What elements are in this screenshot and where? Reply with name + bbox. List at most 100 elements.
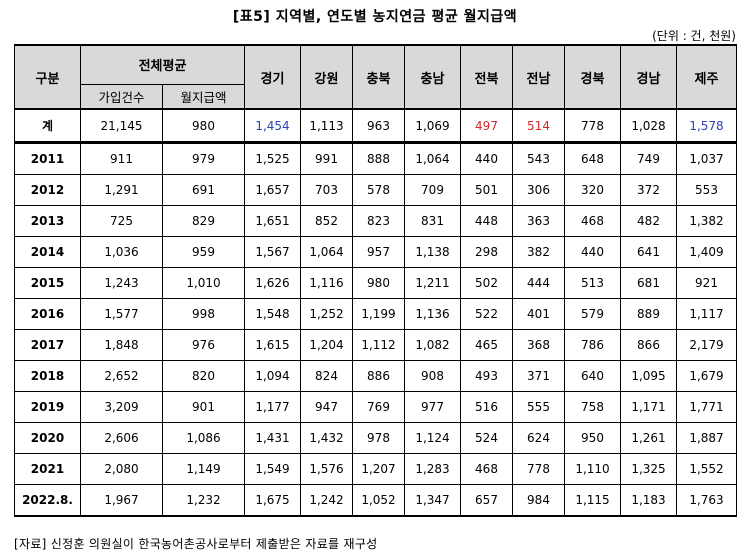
table-cell: 368 [512, 329, 565, 361]
table-cell: 1,626 [244, 267, 301, 299]
table-cell: 1,115 [564, 484, 621, 517]
table-cell: 1,171 [620, 391, 677, 423]
table-cell: 1,095 [620, 360, 677, 392]
year-cell: 2017 [14, 329, 81, 361]
header-region: 경남 [620, 44, 677, 110]
table-cell: 681 [620, 267, 677, 299]
table-cell: 1,232 [162, 484, 245, 517]
table-cell: 3,209 [80, 391, 163, 423]
table-cell: 1,679 [676, 360, 737, 392]
table-cell: 1,675 [244, 484, 301, 517]
table-cell: 1,138 [404, 236, 461, 268]
table-cell: 991 [300, 142, 353, 175]
table-cell: 911 [80, 142, 163, 175]
table-cell: 553 [676, 174, 737, 206]
table-cell: 468 [460, 453, 513, 485]
table-cell: 371 [512, 360, 565, 392]
table-cell: 820 [162, 360, 245, 392]
table-row: 2011 911 979 1,525 991 888 1,064 440 543 648 749 1,… [14, 142, 737, 175]
table-cell: 786 [564, 329, 621, 361]
table-cell: 1,010 [162, 267, 245, 299]
unit-label: (단위 : 건, 천원) [652, 29, 736, 43]
table-cell: 852 [300, 205, 353, 237]
table-cell: 957 [352, 236, 405, 268]
table-cell: 1,064 [300, 236, 353, 268]
table-cell: 513 [564, 267, 621, 299]
table-cell: 2,606 [80, 422, 163, 454]
table-cell: 2,080 [80, 453, 163, 485]
table-cell: 579 [564, 298, 621, 330]
table-title: [표5] 지역별, 연도별 농지연금 평균 월지급액 [232, 9, 518, 25]
header-region: 강원 [300, 44, 353, 110]
table-cell: 1,086 [162, 422, 245, 454]
header-region: 충북 [352, 44, 405, 110]
table-cell: 1,136 [404, 298, 461, 330]
table-cell: 522 [460, 298, 513, 330]
header-region: 경기 [244, 44, 301, 110]
table-cell: 1,651 [244, 205, 301, 237]
table-cell: 1,037 [676, 142, 737, 175]
table-cell: 372 [620, 174, 677, 206]
table-cell: 363 [512, 205, 565, 237]
table-cell: 950 [564, 422, 621, 454]
table-cell: 1,657 [244, 174, 301, 206]
table-cell: 306 [512, 174, 565, 206]
header-category: 구분 [14, 44, 81, 110]
table-cell: 1,615 [244, 329, 301, 361]
table-cell: 1,887 [676, 422, 737, 454]
year-cell: 2015 [14, 267, 81, 299]
table-cell: 1,432 [300, 422, 353, 454]
year-cell: 2020 [14, 422, 81, 454]
table-cell: 1,261 [620, 422, 677, 454]
table-cell: 2,652 [80, 360, 163, 392]
year-cell: 2011 [14, 142, 81, 175]
header-region: 전남 [512, 44, 565, 110]
table-cell: 1,291 [80, 174, 163, 206]
table-cell: 1,036 [80, 236, 163, 268]
table-cell: 1,177 [244, 391, 301, 423]
table-cell: 501 [460, 174, 513, 206]
table-cell: 976 [162, 329, 245, 361]
table-cell: 514 [512, 108, 565, 144]
year-cell: 2013 [14, 205, 81, 237]
table-cell: 624 [512, 422, 565, 454]
table-cell: 1,567 [244, 236, 301, 268]
table-cell: 401 [512, 298, 565, 330]
table-row: 2020 2,606 1,086 1,431 1,432 978 1,124 524 624 95… [14, 422, 737, 454]
table-cell: 1,967 [80, 484, 163, 517]
table-cell: 980 [352, 267, 405, 299]
header-group: 전체평균 [80, 44, 245, 85]
table-cell: 1,763 [676, 484, 737, 517]
table-cell: 497 [460, 108, 513, 144]
table-cell: 889 [620, 298, 677, 330]
table-cell: 901 [162, 391, 245, 423]
table-cell: 1,552 [676, 453, 737, 485]
table-cell: 977 [404, 391, 461, 423]
table-cell: 1,325 [620, 453, 677, 485]
table-cell: 725 [80, 205, 163, 237]
table-cell: 778 [512, 453, 565, 485]
table-cell: 516 [460, 391, 513, 423]
header-sub-column: 가입건수 [80, 83, 163, 110]
table-cell: 959 [162, 236, 245, 268]
table-cell: 1,409 [676, 236, 737, 268]
table-cell: 1,116 [300, 267, 353, 299]
table-cell: 1,207 [352, 453, 405, 485]
year-cell: 2014 [14, 236, 81, 268]
table-cell: 21,145 [80, 108, 163, 144]
table-cell: 555 [512, 391, 565, 423]
year-cell: 2022.8. [14, 484, 81, 517]
table-cell: 468 [564, 205, 621, 237]
table-cell: 1,771 [676, 391, 737, 423]
table-cell: 1,052 [352, 484, 405, 517]
table-cell: 823 [352, 205, 405, 237]
table-cell: 1,577 [80, 298, 163, 330]
table-cell: 320 [564, 174, 621, 206]
table-cell: 1,110 [564, 453, 621, 485]
table-cell: 691 [162, 174, 245, 206]
table-cell: 1,117 [676, 298, 737, 330]
table-cell: 1,243 [80, 267, 163, 299]
table-cell: 1,548 [244, 298, 301, 330]
table-cell: 1,431 [244, 422, 301, 454]
table-cell: 543 [512, 142, 565, 175]
